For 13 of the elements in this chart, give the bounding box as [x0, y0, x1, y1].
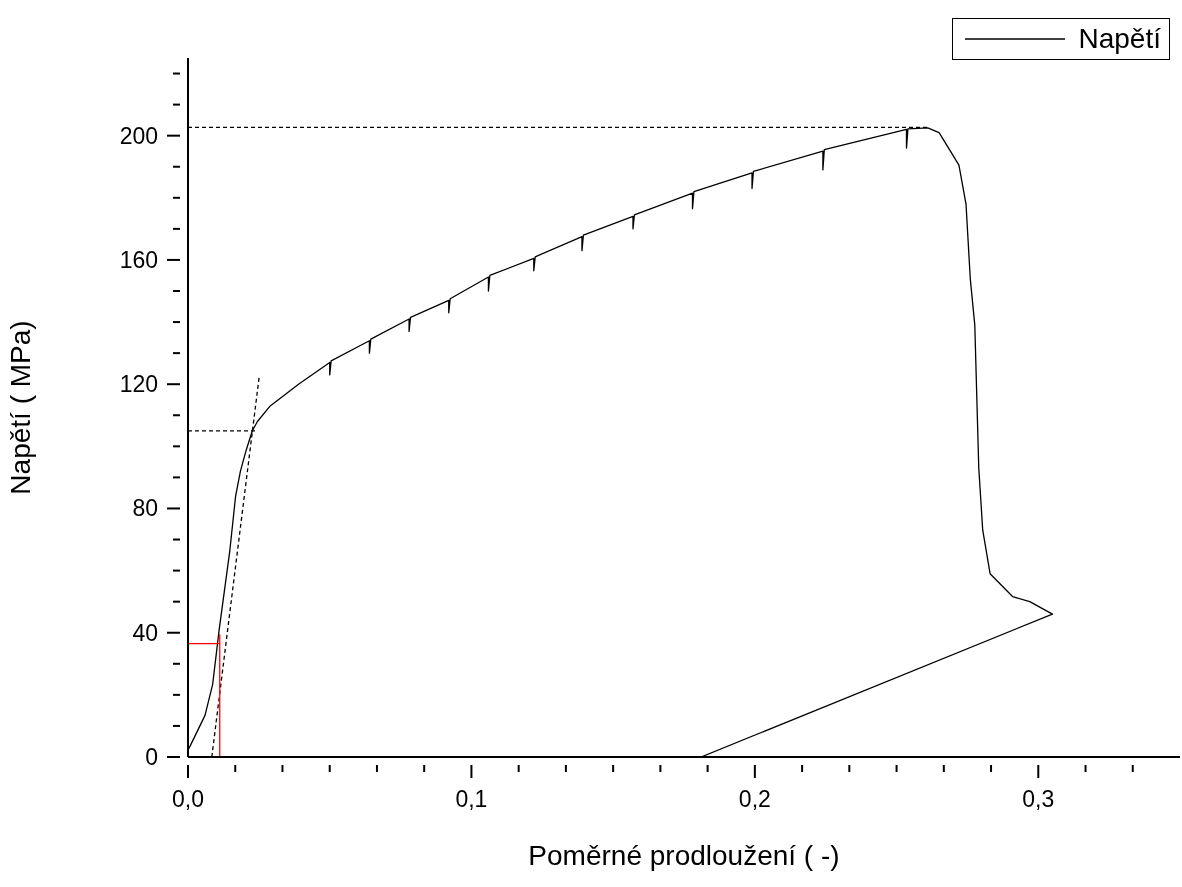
y-tick-label: 40 — [132, 619, 158, 646]
x-tick-label: 0,2 — [738, 786, 771, 812]
y-tick-label: 200 — [119, 122, 158, 149]
y-tick-label: 120 — [119, 371, 158, 398]
y-tick-label: 80 — [132, 495, 158, 522]
x-tick-label: 0,1 — [455, 786, 488, 812]
x-tick-label: 0,0 — [172, 786, 204, 812]
y-tick-label: 0 — [145, 744, 158, 770]
legend-label: Napětí — [1078, 23, 1161, 55]
y-axis-title: Napětí ( MPa) — [4, 320, 36, 495]
x-axis-title: Poměrné prodloužení ( -) — [528, 840, 840, 871]
x-tick-label: 0,3 — [1022, 786, 1055, 812]
y-tick-label: 160 — [119, 246, 158, 273]
